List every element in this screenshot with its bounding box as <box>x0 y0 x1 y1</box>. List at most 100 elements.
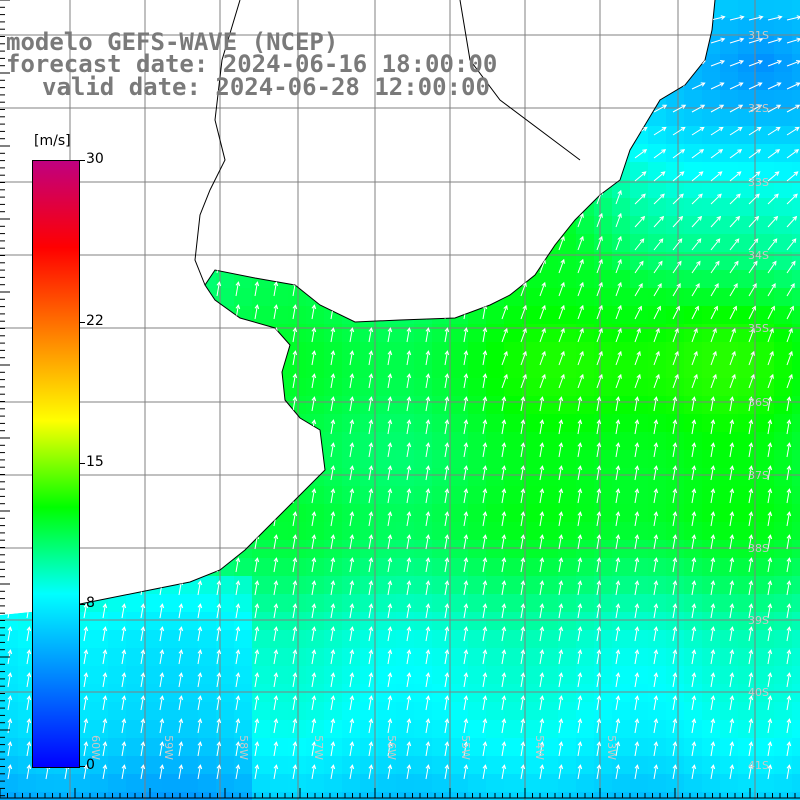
colorbar-unit-label: [m/s] <box>34 133 71 149</box>
wind-speed-cell <box>360 522 379 541</box>
wind-arrow <box>672 557 678 573</box>
wind-speed-cell <box>450 414 469 433</box>
wind-arrow <box>292 350 298 366</box>
wind-speed-cell <box>756 432 775 451</box>
wind-speed-cell <box>324 630 343 649</box>
wind-speed-cell <box>594 414 613 433</box>
wind-speed-cell <box>360 792 379 800</box>
wind-arrow <box>729 695 735 711</box>
latitude-label: 35S <box>748 322 769 335</box>
wind-speed-cell <box>774 270 793 289</box>
wind-arrow <box>254 580 260 596</box>
wind-speed-cell <box>198 612 217 631</box>
wind-speed-cell <box>720 468 739 487</box>
wind-arrow <box>254 603 260 619</box>
wind-arrow <box>691 557 697 573</box>
wind-arrow <box>26 741 32 757</box>
wind-speed-cell <box>180 666 199 685</box>
wind-speed-cell <box>198 774 217 793</box>
wind-arrow <box>615 235 622 251</box>
wind-speed-cell <box>738 522 757 541</box>
wind-speed-cell <box>774 378 793 397</box>
wind-speed-cell <box>792 126 800 145</box>
wind-speed-cell <box>594 270 613 289</box>
wind-speed-cell <box>0 720 19 739</box>
wind-arrow <box>596 327 603 343</box>
wind-arrow <box>767 283 776 297</box>
wind-speed-cell <box>792 720 800 739</box>
wind-arrow <box>235 557 241 573</box>
wind-speed-cell <box>468 360 487 379</box>
wind-arrow <box>216 580 222 596</box>
wind-speed-cell <box>792 270 800 289</box>
wind-speed-cell <box>738 126 757 145</box>
wind-arrow <box>425 718 431 734</box>
wind-arrow <box>159 649 165 665</box>
wind-speed-cell <box>450 738 469 757</box>
wind-speed-cell <box>756 774 775 793</box>
wind-speed-cell <box>774 612 793 631</box>
wind-arrow <box>558 672 564 688</box>
wind-speed-cell <box>612 666 631 685</box>
wind-speed-cell <box>288 774 307 793</box>
wind-arrow <box>501 511 507 527</box>
wind-arrow <box>710 557 716 573</box>
wind-speed-cell <box>72 792 91 800</box>
wind-speed-cell <box>540 522 559 541</box>
wind-speed-cell <box>612 648 631 667</box>
wind-arrow <box>558 396 564 412</box>
latitude-label: 40S <box>748 686 769 699</box>
wind-arrow <box>710 626 716 642</box>
wind-speed-cell <box>738 432 757 451</box>
wind-arrow <box>577 764 583 780</box>
wind-speed-cell <box>432 360 451 379</box>
wind-speed-cell <box>486 666 505 685</box>
wind-arrow <box>140 649 146 665</box>
wind-arrow <box>539 534 545 550</box>
wind-speed-cell <box>486 756 505 775</box>
wind-arrow <box>463 350 469 366</box>
wind-speed-cell <box>198 684 217 703</box>
wind-arrow <box>748 557 754 573</box>
wind-speed-cell <box>198 756 217 775</box>
wind-speed-cell <box>666 342 685 361</box>
wind-speed-cell <box>450 774 469 793</box>
wind-speed-cell <box>378 432 397 451</box>
wind-arrow <box>748 104 763 113</box>
wind-arrow <box>748 511 754 527</box>
wind-arrow <box>710 15 726 21</box>
wind-arrow <box>710 764 716 780</box>
wind-arrow <box>368 373 374 389</box>
wind-speed-cell <box>684 180 703 199</box>
wind-arrow <box>235 281 241 297</box>
wind-speed-cell <box>648 234 667 253</box>
wind-arrow <box>463 718 469 734</box>
wind-arrow <box>292 557 298 573</box>
wind-speed-cell <box>774 522 793 541</box>
wind-arrow <box>406 626 412 642</box>
wind-speed-cell <box>360 450 379 469</box>
wind-speed-cell <box>720 558 739 577</box>
wind-arrow <box>786 238 797 251</box>
wind-speed-cell <box>594 450 613 469</box>
wind-speed-cell <box>90 774 109 793</box>
wind-speed-cell <box>162 594 181 613</box>
wind-arrow <box>634 718 640 734</box>
wind-speed-cell <box>18 792 37 800</box>
wind-arrow <box>368 718 374 734</box>
wind-speed-cell <box>306 630 325 649</box>
wind-speed-cell <box>324 450 343 469</box>
wind-arrow <box>273 626 279 642</box>
wind-arrow <box>159 603 165 619</box>
wind-speed-cell <box>612 540 631 559</box>
wind-speed-cell <box>792 108 800 127</box>
wind-speed-cell <box>306 648 325 667</box>
wind-arrow <box>577 465 583 481</box>
wind-arrow <box>767 350 774 366</box>
wind-arrow <box>634 193 646 205</box>
wind-arrow <box>520 741 526 757</box>
wind-speed-cell <box>774 126 793 145</box>
wind-arrow <box>83 649 89 665</box>
wind-speed-cell <box>468 576 487 595</box>
wind-speed-cell <box>468 486 487 505</box>
